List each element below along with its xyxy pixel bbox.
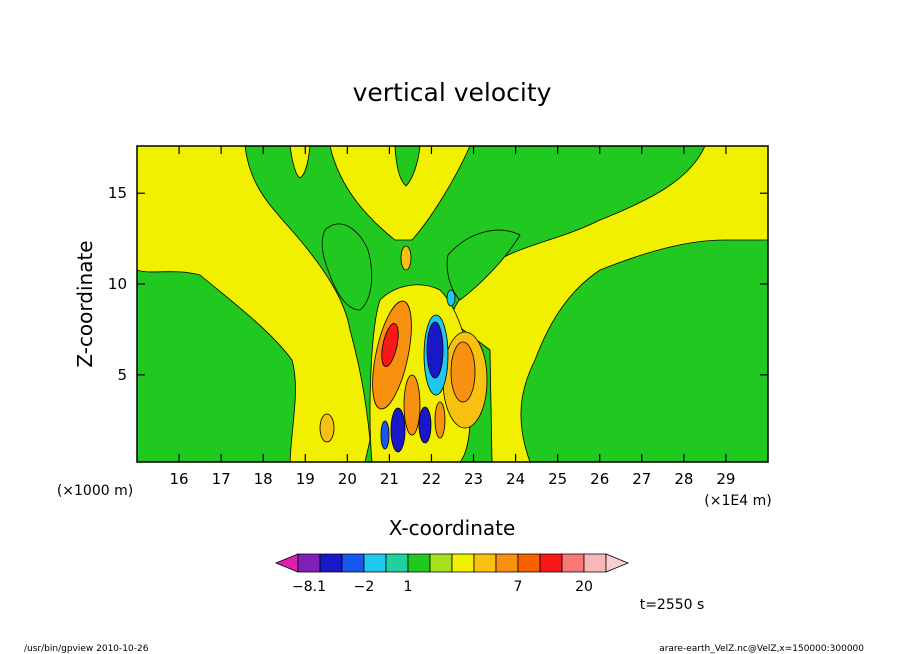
colorbar-swatch (539, 553, 563, 573)
colorbar-swatch (517, 553, 541, 573)
contour-blue-right (426, 321, 444, 379)
x-axis-ticks: 16 17 18 19 20 21 22 23 24 25 26 27 28 29 (170, 146, 735, 488)
footer-left: /usr/bin/gpview 2010-10-26 (24, 644, 149, 654)
x-tick-label: 16 (170, 470, 189, 488)
y-tick-label: 15 (108, 184, 127, 202)
colorbar-swatch (583, 553, 607, 573)
contour-orange-lower (403, 374, 421, 436)
colorbar-swatch (407, 553, 431, 573)
colorbar-swatch (341, 553, 365, 573)
y-tick-label: 5 (117, 366, 127, 384)
contour-orange-lower-2 (434, 401, 446, 439)
x-tick-label: 25 (548, 470, 567, 488)
x-axis-label: X-coordinate (389, 516, 516, 540)
time-label: t=2550 s (640, 597, 705, 613)
contour-blue-lower (390, 407, 406, 453)
contour-blue-lower-2 (418, 406, 432, 444)
colorbar-swatch (495, 553, 519, 573)
x-tick-label: 22 (422, 470, 441, 488)
x-tick-label: 20 (338, 470, 357, 488)
x-tick-label: 19 (296, 470, 315, 488)
contour-blue-lower-3 (380, 420, 390, 450)
x-tick-label: 27 (632, 470, 651, 488)
x-tick-label: 28 (674, 470, 693, 488)
colorbar-label: 7 (514, 579, 523, 595)
x-tick-label: 29 (716, 470, 735, 488)
contour-orange-right-inner (450, 341, 476, 403)
x-tick-label: 23 (464, 470, 483, 488)
x-tick-label: 18 (254, 470, 273, 488)
colorbar-swatch (385, 553, 409, 573)
colorbar-swatch (363, 553, 387, 573)
colorbar-swatch (274, 553, 299, 573)
colorbar-label: 20 (575, 579, 593, 595)
colorbar-labels: −8.1 −2 1 7 20 (292, 579, 593, 595)
x-tick-label: 17 (212, 470, 231, 488)
x-tick-label: 21 (380, 470, 399, 488)
colorbar-swatch (319, 553, 343, 573)
colorbar-swatch (473, 553, 497, 573)
x-scale-label: (×1E4 m) (704, 493, 771, 509)
chart-title: vertical velocity (353, 78, 552, 107)
colorbar-label: −8.1 (292, 579, 326, 595)
colorbar (274, 553, 630, 573)
contour-cyan-small (446, 289, 456, 307)
contour-orange-small-1 (319, 413, 335, 443)
contour-red-left (381, 323, 399, 367)
colorbar-label: −2 (354, 579, 375, 595)
contour-green-island-upper (321, 223, 373, 311)
colorbar-swatch (297, 553, 321, 573)
y-axis-label: Z-coordinate (73, 240, 97, 367)
contour-yellow-center (289, 146, 471, 241)
x-tick-label: 26 (590, 470, 609, 488)
footer-right: arare-earth_VelZ.nc@VelZ,x=150000:300000 (659, 644, 864, 654)
x-tick-label: 24 (506, 470, 525, 488)
colorbar-swatch (561, 553, 585, 573)
colorbar-label: 1 (404, 579, 413, 595)
y-axis-ticks: 5 10 15 (108, 184, 768, 384)
colorbar-swatch (451, 553, 475, 573)
colorbar-swatch (605, 553, 630, 573)
colorbar-swatch (429, 553, 453, 573)
y-tick-label: 10 (108, 275, 127, 293)
plot-area (136, 145, 769, 463)
contour-green-island-mid (446, 229, 521, 301)
contour-orange-small-2 (400, 245, 412, 271)
plot-frame (136, 145, 769, 463)
y-scale-label: (×1000 m) (57, 483, 133, 499)
contour-yellow-left (137, 146, 371, 462)
contour-green-island-top (394, 146, 421, 187)
